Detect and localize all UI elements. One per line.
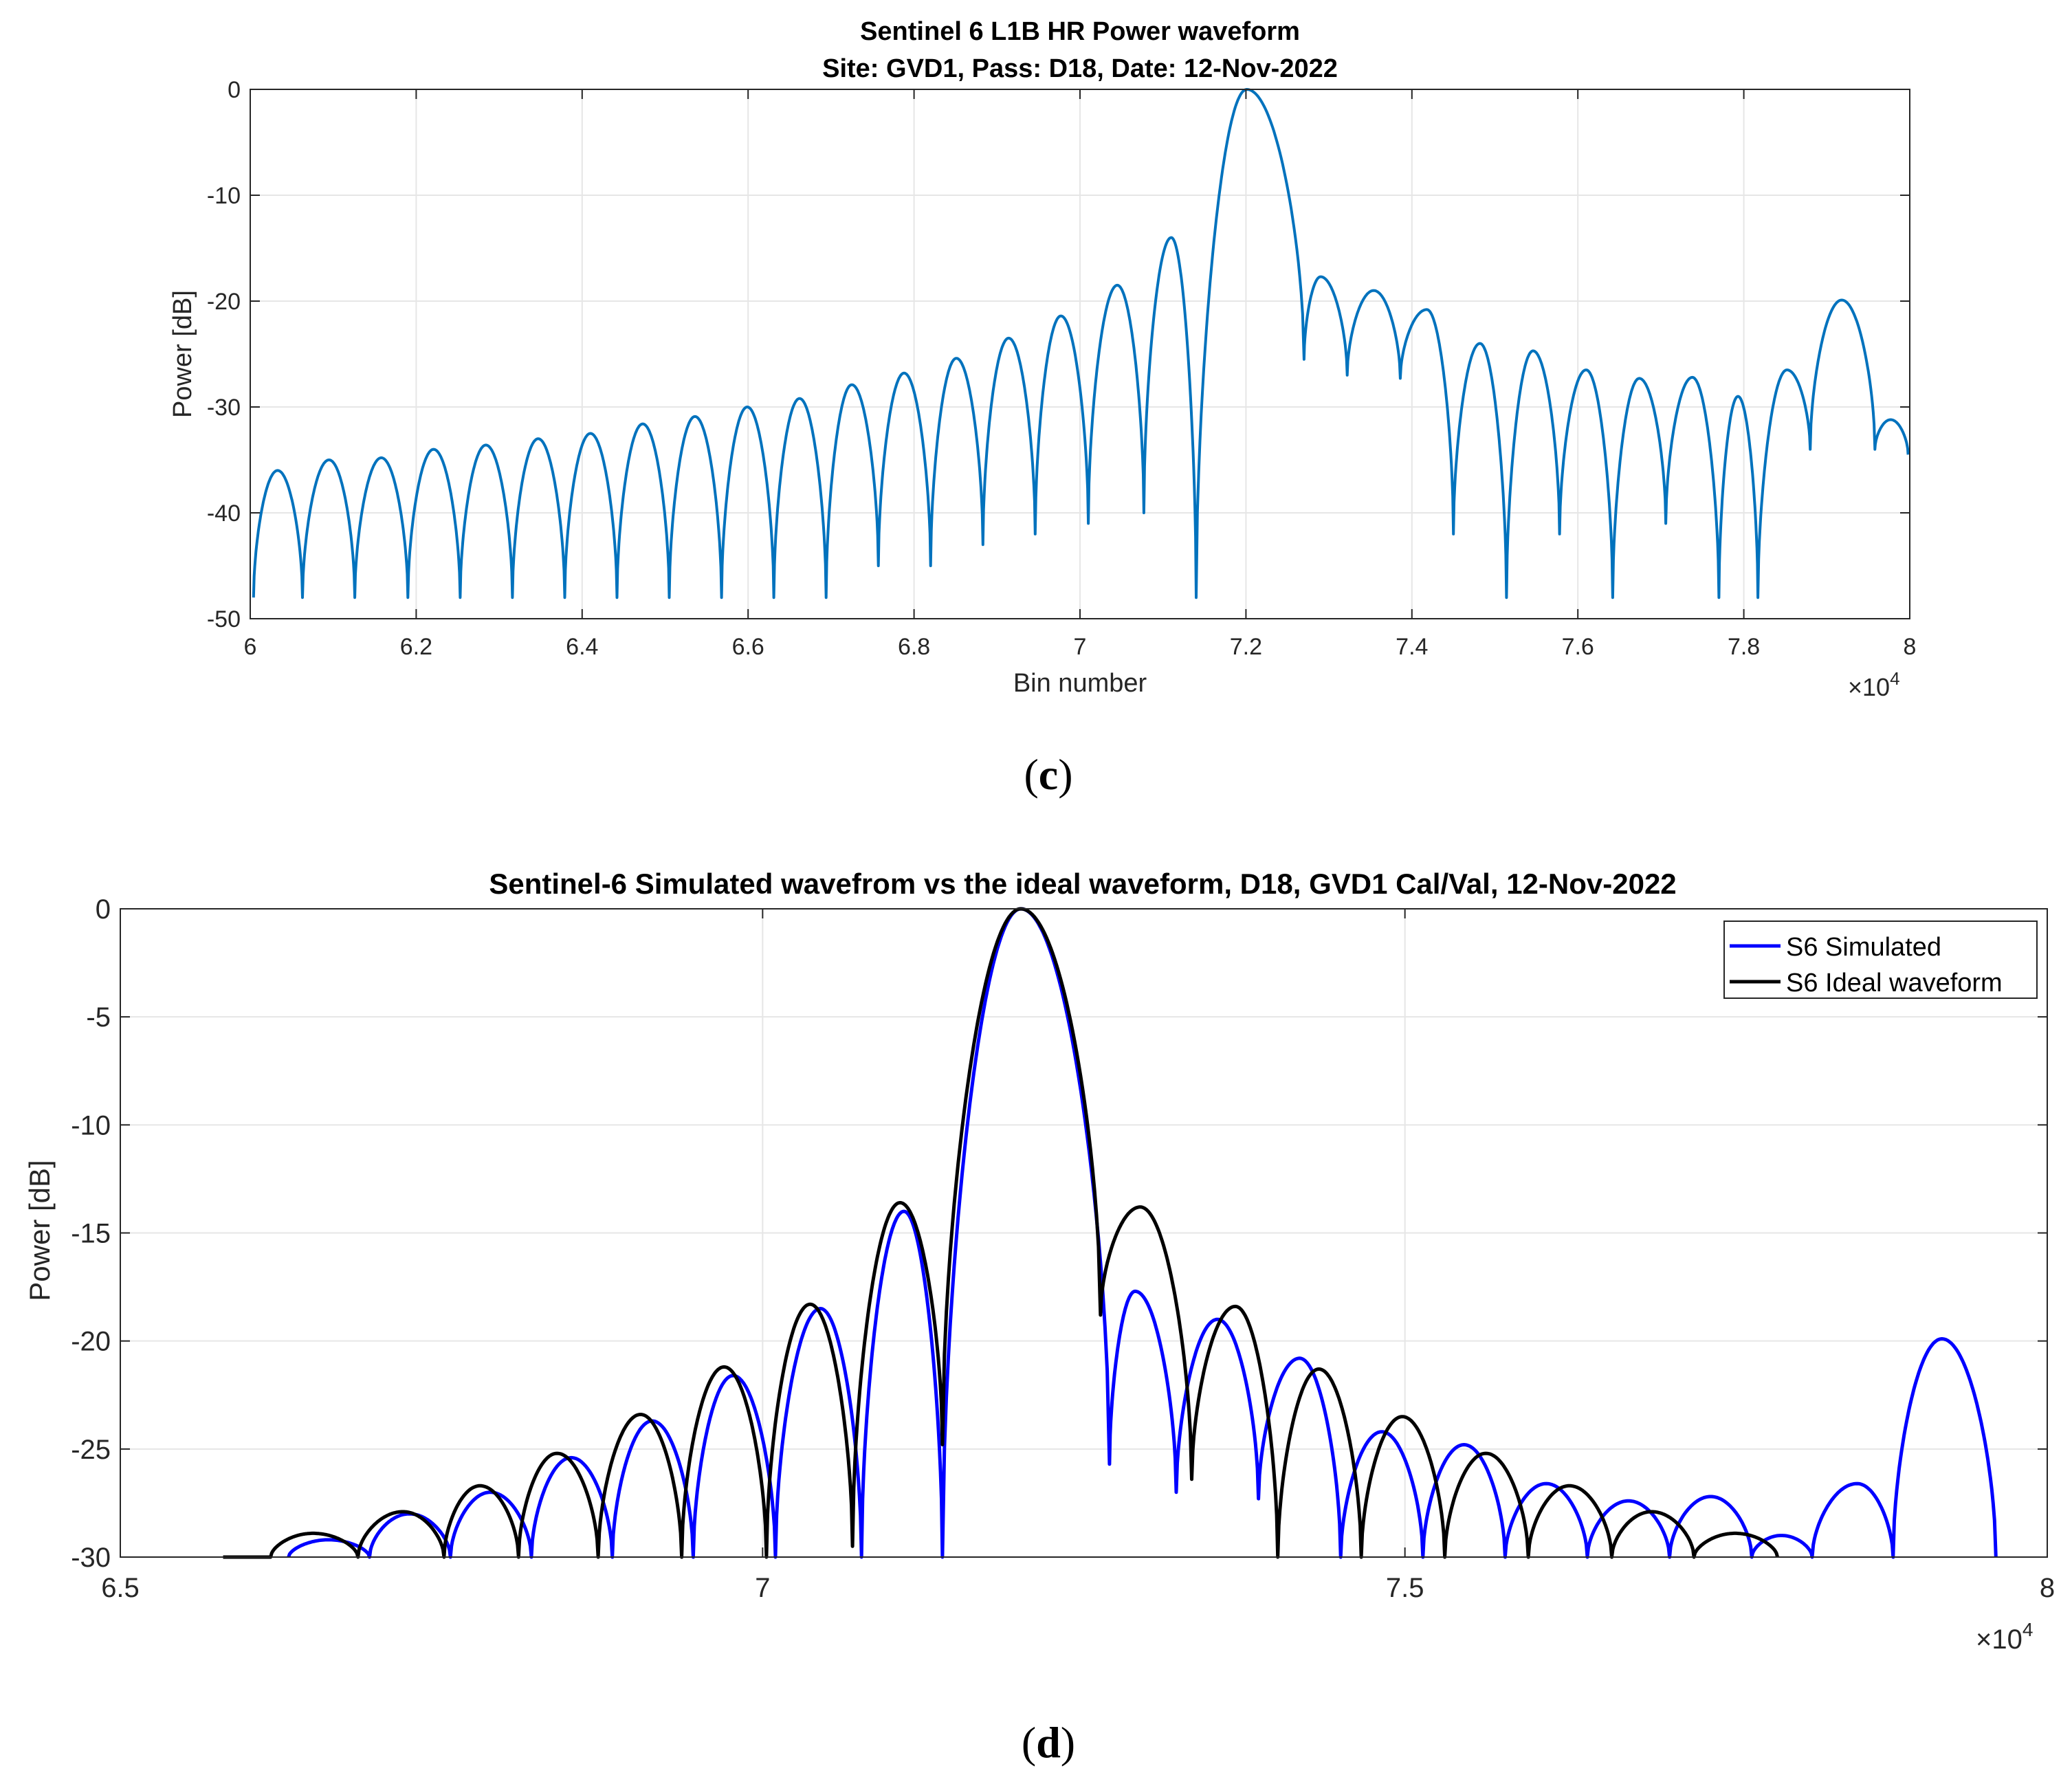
y-tick-label: -30 xyxy=(207,395,241,421)
y-tick-label: -30 xyxy=(71,1543,111,1573)
chart-power-waveform: 6 6.2 6.4 6.6 6.8 7 7.2 7.4 7.6 7.8 8 0 -10 -20 -30 -40… xyxy=(0,0,2072,799)
legend: S6 Simulated S6 Ideal waveform xyxy=(1723,920,2038,999)
x-tick-label: 7.6 xyxy=(1562,634,1594,660)
y-tick-label: -10 xyxy=(207,183,241,209)
x-axis-label: Bin number xyxy=(1013,669,1147,698)
tick-labels: 6 6.2 6.4 6.6 6.8 7 7.2 7.4 7.6 7.8 8 0 -10 -20 -30 -40… xyxy=(207,77,1917,660)
x-tick-label: 6.2 xyxy=(400,634,432,660)
x-tick-label: 6.8 xyxy=(898,634,930,660)
x-tick-label: 8 xyxy=(2040,1573,2055,1603)
x-tick-label: 8 xyxy=(1904,634,1917,660)
legend-label: S6 Ideal waveform xyxy=(1786,969,2003,997)
x-tick-label: 7 xyxy=(755,1573,770,1603)
plot-area xyxy=(252,88,1910,599)
x-tick-label: 7.8 xyxy=(1728,634,1760,660)
chart-simulated-vs-ideal: 6.5 7 7.5 8 0 -5 -10 -15 -20 -25 -30 Sentinel-6 Si… xyxy=(23,868,2055,1767)
legend-box xyxy=(1723,920,2038,999)
tick-labels: 6.5 7 7.5 8 0 -5 -10 -15 -20 -25 -30 xyxy=(71,894,2055,1603)
chart-title: Sentinel-6 Simulated wavefrom vs the ide… xyxy=(489,868,1676,900)
x-tick-label: 6.5 xyxy=(101,1573,140,1603)
y-tick-label: -50 xyxy=(207,606,241,632)
plot-area xyxy=(222,907,1998,1559)
series-line-2 xyxy=(222,907,1780,1559)
chart-subtitle: Site: GVD1, Pass: D18, Date: 12-Nov-2022 xyxy=(822,54,1338,83)
y-tick-label: -40 xyxy=(207,500,241,527)
y-tick-label: -10 xyxy=(71,1110,111,1140)
y-tick-label: -25 xyxy=(71,1435,111,1465)
y-tick-label: -20 xyxy=(207,289,241,315)
x-tick-label: 6.6 xyxy=(732,634,764,660)
panel-label-c: (c) xyxy=(1024,750,1072,799)
y-tick-label: -5 xyxy=(86,1002,111,1033)
y-tick-label: -20 xyxy=(71,1327,111,1357)
x-tick-label: 6 xyxy=(244,634,257,660)
x-tick-label: 7.4 xyxy=(1396,634,1428,660)
y-axis-label: Power [dB] xyxy=(168,290,197,418)
x-axis-exponent: ×104 xyxy=(1976,1619,2033,1655)
grid-lines xyxy=(120,908,2048,1558)
x-tick-label: 7.5 xyxy=(1386,1573,1424,1603)
x-tick-label: 7 xyxy=(1074,634,1087,660)
y-tick-label: 0 xyxy=(228,77,241,103)
panel-label-d: (d) xyxy=(1022,1718,1075,1767)
series-line-1 xyxy=(287,907,1998,1559)
x-axis-exponent: ×104 xyxy=(1848,668,1900,701)
y-tick-label: 0 xyxy=(96,894,111,925)
chart-title: Sentinel 6 L1B HR Power waveform xyxy=(860,17,1300,46)
y-tick-label: -15 xyxy=(71,1219,111,1249)
x-tick-label: 6.4 xyxy=(566,634,598,660)
x-tick-label: 7.2 xyxy=(1230,634,1262,660)
y-axis-label: Power [dB] xyxy=(23,1160,56,1301)
legend-label: S6 Simulated xyxy=(1786,933,1941,962)
